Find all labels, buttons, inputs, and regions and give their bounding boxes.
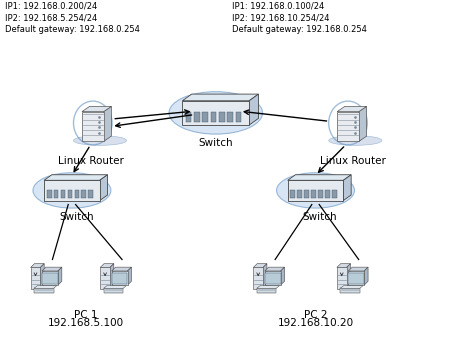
FancyBboxPatch shape xyxy=(75,189,79,198)
Polygon shape xyxy=(44,180,100,201)
Polygon shape xyxy=(104,288,123,293)
FancyBboxPatch shape xyxy=(227,112,232,122)
FancyBboxPatch shape xyxy=(235,112,241,122)
Polygon shape xyxy=(31,264,44,268)
FancyBboxPatch shape xyxy=(61,189,65,198)
FancyBboxPatch shape xyxy=(54,189,58,198)
FancyBboxPatch shape xyxy=(264,273,280,284)
FancyBboxPatch shape xyxy=(348,273,363,284)
Polygon shape xyxy=(42,271,58,285)
Polygon shape xyxy=(287,180,343,201)
Polygon shape xyxy=(40,264,44,288)
Polygon shape xyxy=(127,267,131,285)
FancyBboxPatch shape xyxy=(318,189,322,198)
Ellipse shape xyxy=(33,173,111,208)
FancyBboxPatch shape xyxy=(210,112,216,122)
Polygon shape xyxy=(44,175,107,180)
Polygon shape xyxy=(82,112,103,142)
Polygon shape xyxy=(100,175,107,201)
Polygon shape xyxy=(337,112,358,142)
Polygon shape xyxy=(112,267,131,271)
FancyBboxPatch shape xyxy=(185,112,191,122)
FancyBboxPatch shape xyxy=(219,112,224,122)
FancyBboxPatch shape xyxy=(311,189,315,198)
Polygon shape xyxy=(287,175,350,180)
Polygon shape xyxy=(182,94,258,101)
Polygon shape xyxy=(31,268,40,288)
FancyBboxPatch shape xyxy=(332,189,336,198)
Text: Switch: Switch xyxy=(59,212,94,222)
Polygon shape xyxy=(336,264,350,268)
FancyBboxPatch shape xyxy=(290,189,294,198)
Ellipse shape xyxy=(276,173,354,208)
Text: Linux Router: Linux Router xyxy=(319,156,385,166)
Text: PC 2: PC 2 xyxy=(303,310,326,320)
Polygon shape xyxy=(340,286,362,288)
Polygon shape xyxy=(182,101,249,125)
Text: Linux Router: Linux Router xyxy=(57,156,123,166)
Polygon shape xyxy=(100,268,110,288)
Polygon shape xyxy=(253,264,266,268)
Polygon shape xyxy=(340,288,359,293)
FancyBboxPatch shape xyxy=(42,273,58,284)
Polygon shape xyxy=(249,94,258,125)
Polygon shape xyxy=(257,286,279,288)
Polygon shape xyxy=(103,106,111,142)
Polygon shape xyxy=(42,267,62,271)
Polygon shape xyxy=(343,175,350,201)
Polygon shape xyxy=(58,267,62,285)
Polygon shape xyxy=(112,271,127,285)
Polygon shape xyxy=(280,267,284,285)
Polygon shape xyxy=(253,268,263,288)
FancyBboxPatch shape xyxy=(297,189,301,198)
Ellipse shape xyxy=(73,136,126,145)
Text: 192.168.5.100: 192.168.5.100 xyxy=(48,318,124,329)
Text: Switch: Switch xyxy=(302,212,337,222)
FancyBboxPatch shape xyxy=(112,273,127,284)
Polygon shape xyxy=(346,264,350,288)
Ellipse shape xyxy=(328,136,381,145)
Polygon shape xyxy=(34,286,56,288)
Polygon shape xyxy=(263,264,266,288)
Polygon shape xyxy=(110,264,113,288)
Polygon shape xyxy=(104,286,126,288)
Polygon shape xyxy=(348,271,363,285)
FancyBboxPatch shape xyxy=(81,189,86,198)
Text: IP1: 192.168.0.200/24
IP2: 192.168.5.254/24
Default gateway: 192.168.0.254: IP1: 192.168.0.200/24 IP2: 192.168.5.254… xyxy=(5,2,139,34)
Polygon shape xyxy=(358,106,366,142)
Polygon shape xyxy=(337,106,366,112)
Polygon shape xyxy=(363,267,367,285)
Text: Switch: Switch xyxy=(198,138,232,148)
FancyBboxPatch shape xyxy=(325,189,329,198)
Polygon shape xyxy=(100,264,113,268)
FancyBboxPatch shape xyxy=(68,189,72,198)
Polygon shape xyxy=(336,268,346,288)
FancyBboxPatch shape xyxy=(304,189,308,198)
FancyBboxPatch shape xyxy=(194,112,199,122)
Text: IP1: 192.168.0.100/24
IP2: 192.168.10.254/24
Default gateway: 192.168.0.254: IP1: 192.168.0.100/24 IP2: 192.168.10.25… xyxy=(232,2,366,34)
Polygon shape xyxy=(264,271,280,285)
Ellipse shape xyxy=(169,92,262,134)
FancyBboxPatch shape xyxy=(88,189,93,198)
Polygon shape xyxy=(34,288,53,293)
Text: PC 1: PC 1 xyxy=(74,310,97,320)
FancyBboxPatch shape xyxy=(47,189,51,198)
Polygon shape xyxy=(257,288,275,293)
Text: 192.168.10.20: 192.168.10.20 xyxy=(277,318,353,329)
Polygon shape xyxy=(348,267,367,271)
FancyBboxPatch shape xyxy=(202,112,207,122)
Polygon shape xyxy=(82,106,111,112)
Polygon shape xyxy=(264,267,284,271)
